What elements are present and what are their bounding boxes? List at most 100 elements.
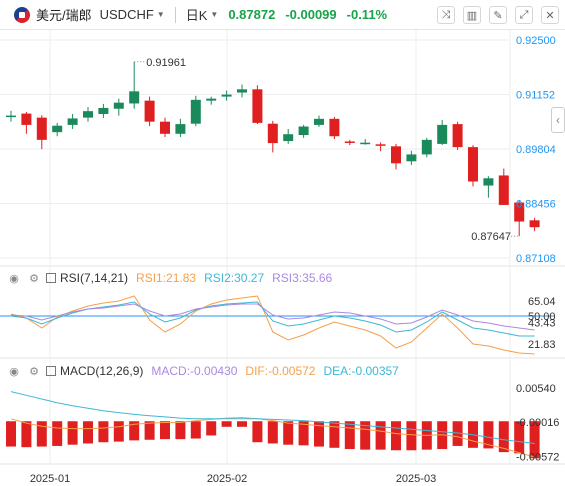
- candle: [267, 120, 278, 153]
- price-change: -0.00099: [285, 7, 337, 22]
- fullscreen-icon[interactable]: ⤢: [515, 6, 533, 24]
- chevron-left-icon[interactable]: ‹: [551, 107, 565, 133]
- rsi-line-rsi2: [10, 301, 535, 337]
- candle-body: [83, 111, 93, 118]
- candle-body: [21, 113, 32, 125]
- macd-bar: [298, 421, 309, 446]
- last-price: 0.87872: [228, 7, 276, 22]
- chevron-down-icon: ▼: [156, 10, 165, 19]
- macd-bar: [190, 421, 201, 439]
- rsi-legend: ◉ ⚙ RSI(7,14,21) RSI1:21.83 RSI2:30.27 R…: [0, 269, 332, 287]
- candle-body: [298, 126, 309, 136]
- candle: [498, 168, 509, 205]
- candle: [298, 124, 309, 138]
- candle: [483, 176, 494, 198]
- price-tick-label: 0.91152: [516, 90, 555, 102]
- macd-bar: [514, 421, 525, 454]
- macd-bar: [391, 421, 401, 451]
- rsi-title: RSI(7,14,21): [60, 271, 129, 285]
- macd-line-dif: [10, 416, 535, 458]
- macd-bar: [144, 421, 155, 440]
- candle-body: [314, 118, 324, 125]
- macd-bar: [36, 421, 47, 447]
- candle-body: [421, 139, 432, 155]
- candle-body: [360, 142, 371, 145]
- chart-type-icon[interactable]: ▥: [463, 6, 481, 24]
- drawing-icon[interactable]: ✎: [489, 6, 507, 24]
- candle-body: [36, 117, 47, 140]
- candle-body: [237, 89, 247, 93]
- candle-body: [52, 125, 63, 133]
- macd-bar: [483, 421, 494, 449]
- period-selector[interactable]: 日K ▼: [186, 5, 219, 24]
- macd-bar: [498, 421, 509, 453]
- macd-bar: [160, 421, 170, 440]
- candle: [514, 200, 525, 237]
- candle: [190, 95, 201, 127]
- candle: [406, 150, 417, 165]
- rsi1-value: RSI1:21.83: [136, 271, 197, 285]
- candle: [283, 128, 294, 144]
- candle: [452, 121, 463, 150]
- candle-body: [452, 124, 463, 148]
- candlestick-series: 0.91961 0.87647: [6, 57, 540, 243]
- low-annotation: 0.87647: [471, 231, 511, 243]
- macd-bar: [237, 421, 247, 427]
- macd-bar: [113, 421, 124, 442]
- checkbox-icon[interactable]: [46, 273, 56, 283]
- macd-line-dea: [10, 391, 535, 444]
- rsi3-value: RSI3:35.66: [272, 271, 333, 285]
- macd-tick-label: 0.00540: [516, 383, 556, 395]
- candle: [21, 111, 32, 134]
- candle: [83, 107, 93, 122]
- price-change-percent: -0.11%: [346, 7, 388, 22]
- eye-icon[interactable]: ◉: [9, 365, 19, 378]
- candle-body: [437, 124, 448, 144]
- macd-legend: ◉ ⚙ MACD(12,26,9) MACD:-0.00430 DIF:-0.0…: [0, 362, 399, 380]
- candle: [252, 85, 263, 125]
- macd-bar: [6, 421, 16, 447]
- candle-body: [344, 141, 355, 143]
- price-tick-label: 0.92500: [516, 35, 556, 47]
- settings-icon[interactable]: ⚙: [29, 365, 39, 378]
- candle-body: [67, 118, 78, 125]
- price-tick-label: 0.88456: [516, 199, 556, 211]
- macd-bar: [344, 421, 355, 450]
- rsi-line-rsi1: [10, 295, 535, 355]
- time-axis: 2025-01 2025-02 2025-03: [30, 473, 436, 485]
- close-icon[interactable]: ✕: [541, 6, 559, 24]
- candle: [468, 145, 478, 187]
- indicator-icon[interactable]: ⤨: [437, 6, 455, 24]
- candle-body: [190, 99, 201, 124]
- candle: [6, 110, 16, 122]
- usd-chf-flag-icon: [14, 6, 30, 23]
- time-tick-label: 2025-02: [207, 473, 247, 485]
- eye-icon[interactable]: ◉: [9, 272, 19, 285]
- candle-body: [483, 178, 494, 186]
- candle: [221, 90, 232, 101]
- macd-title: MACD(12,26,9): [60, 364, 144, 378]
- macd-bar: [283, 421, 294, 445]
- candle: [160, 117, 170, 138]
- high-annotation: 0.91961: [146, 57, 186, 69]
- macd-bar: [406, 421, 417, 451]
- settings-icon[interactable]: ⚙: [29, 272, 39, 285]
- symbol-selector[interactable]: USDCHF ▼: [100, 7, 165, 22]
- period-label: 日K: [185, 8, 208, 23]
- candle-body: [221, 94, 232, 97]
- macd-bar: [529, 421, 540, 459]
- checkbox-icon[interactable]: [46, 366, 56, 376]
- candle-body: [144, 100, 155, 122]
- chevron-down-icon: ▼: [210, 10, 219, 19]
- candle: [344, 139, 355, 146]
- price-tick-label: 0.89804: [516, 144, 556, 156]
- candle-body: [391, 146, 401, 164]
- rsi-tick-label: 21.83: [528, 339, 556, 351]
- price-tick-label: 0.87108: [516, 253, 556, 265]
- pair-title: 美元/瑞郎: [36, 8, 92, 23]
- chart-header: 美元/瑞郎 USDCHF ▼ 日K ▼ 0.87872 -0.00099 -0.…: [0, 0, 565, 30]
- candle: [52, 122, 63, 137]
- candle: [36, 115, 47, 150]
- rsi-line-rsi3: [10, 303, 535, 331]
